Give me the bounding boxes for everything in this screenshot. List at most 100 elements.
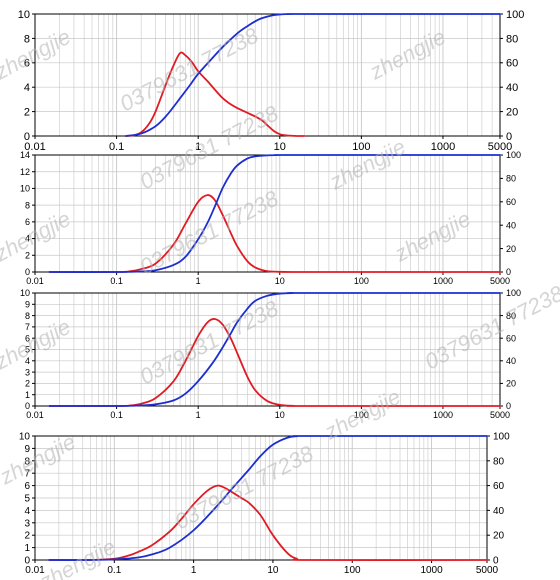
chart-panel-2: 0.01 0.1 1 10 100 1000 50000246810121402040608… xyxy=(20,150,521,286)
cumulative-curve xyxy=(48,435,488,561)
chart-panel-3: 0.01 0.1 1 10 100 1000 50000123456789100204060… xyxy=(20,288,521,420)
y-left-tick-label: 3 xyxy=(25,367,30,377)
cumulative-curve xyxy=(48,154,501,273)
y-right-tick-label: 60 xyxy=(506,197,516,207)
y-left-tick-label: 3 xyxy=(24,518,30,529)
y-left-tick-label: 8 xyxy=(24,456,30,467)
x-tick-label: 1000 xyxy=(433,276,453,286)
x-tick-label: 100 xyxy=(354,410,369,420)
x-tick-label: 10 xyxy=(267,565,279,576)
x-tick-label: 0.01 xyxy=(24,141,45,153)
distribution-curve xyxy=(48,484,488,561)
y-left-tick-label: 14 xyxy=(20,150,30,160)
y-right-tick-label: 60 xyxy=(506,58,518,70)
x-tick-label: 0.1 xyxy=(110,276,123,286)
y-right-tick-label: 0 xyxy=(493,556,499,567)
x-tick-label: 10 xyxy=(275,410,285,420)
y-left-tick-label: 8 xyxy=(25,200,30,210)
y-left-tick-label: 0 xyxy=(24,131,30,143)
distribution-curve xyxy=(48,318,501,407)
y-right-tick-label: 40 xyxy=(506,220,516,230)
y-left-tick-label: 2 xyxy=(24,106,30,118)
y-left-tick-label: 6 xyxy=(24,58,30,70)
y-left-tick-label: 7 xyxy=(24,469,30,480)
y-right-tick-label: 100 xyxy=(506,9,524,21)
y-left-tick-label: 4 xyxy=(25,356,30,366)
y-right-tick-label: 80 xyxy=(506,33,518,45)
y-left-tick-label: 8 xyxy=(24,33,30,45)
y-right-tick-label: 60 xyxy=(506,333,516,343)
x-tick-label: 100 xyxy=(344,565,361,576)
y-right-tick-label: 60 xyxy=(493,481,505,492)
y-right-tick-label: 40 xyxy=(506,356,516,366)
y-right-tick-label: 20 xyxy=(506,244,516,254)
y-left-tick-label: 6 xyxy=(25,333,30,343)
y-left-tick-label: 10 xyxy=(18,9,30,21)
y-left-tick-label: 4 xyxy=(24,82,30,94)
y-left-tick-label: 9 xyxy=(24,444,30,455)
y-right-tick-label: 80 xyxy=(493,456,505,467)
x-tick-label: 0.01 xyxy=(26,276,44,286)
y-right-tick-label: 0 xyxy=(506,401,511,411)
y-left-tick-label: 2 xyxy=(25,250,30,260)
cumulative-curve xyxy=(124,13,501,137)
x-tick-label: 5000 xyxy=(490,410,510,420)
y-right-tick-label: 0 xyxy=(506,131,512,143)
x-tick-label: 0.01 xyxy=(25,565,45,576)
y-left-tick-label: 6 xyxy=(24,481,30,492)
y-left-tick-label: 10 xyxy=(19,432,31,443)
distribution-curve xyxy=(48,194,501,273)
y-left-tick-label: 0 xyxy=(25,401,30,411)
y-left-tick-label: 10 xyxy=(20,288,30,298)
y-left-tick-label: 5 xyxy=(25,345,30,355)
y-left-tick-label: 4 xyxy=(25,234,30,244)
y-right-tick-label: 20 xyxy=(493,531,505,542)
y-left-tick-label: 4 xyxy=(24,506,30,517)
x-tick-label: 0.1 xyxy=(110,410,123,420)
y-left-tick-label: 2 xyxy=(24,531,30,542)
x-tick-label: 1000 xyxy=(431,141,455,153)
x-tick-label: 1 xyxy=(196,410,201,420)
y-right-tick-label: 20 xyxy=(506,106,518,118)
y-left-tick-label: 12 xyxy=(20,167,30,177)
x-tick-label: 0.01 xyxy=(26,410,44,420)
chart-panel-4: 0.01 0.1 1 10 100 1000 50000123456789100204060… xyxy=(19,432,510,577)
y-right-tick-label: 40 xyxy=(506,82,518,94)
y-right-tick-label: 40 xyxy=(493,506,505,517)
y-right-tick-label: 100 xyxy=(506,150,521,160)
y-left-tick-label: 9 xyxy=(25,299,30,309)
y-right-tick-label: 80 xyxy=(506,311,516,321)
x-tick-label: 10 xyxy=(275,276,285,286)
y-left-tick-label: 0 xyxy=(25,267,30,277)
y-left-tick-label: 2 xyxy=(25,379,30,389)
x-tick-label: 1000 xyxy=(433,410,453,420)
y-left-tick-label: 10 xyxy=(20,184,30,194)
y-right-tick-label: 80 xyxy=(506,174,516,184)
x-tick-label: 1 xyxy=(195,141,201,153)
x-tick-label: 5000 xyxy=(490,276,510,286)
x-tick-label: 5000 xyxy=(476,565,499,576)
y-left-tick-label: 5 xyxy=(24,494,30,505)
x-tick-label: 1000 xyxy=(420,565,443,576)
x-tick-label: 0.1 xyxy=(109,141,124,153)
y-right-tick-label: 100 xyxy=(506,288,521,298)
y-right-tick-label: 20 xyxy=(506,379,516,389)
y-left-tick-label: 1 xyxy=(24,543,30,554)
plot-frame xyxy=(34,13,501,137)
x-tick-label: 100 xyxy=(352,141,370,153)
x-tick-label: 100 xyxy=(354,276,369,286)
x-tick-label: 10 xyxy=(274,141,286,153)
y-left-tick-label: 6 xyxy=(25,217,30,227)
y-left-tick-label: 7 xyxy=(25,322,30,332)
y-left-tick-label: 8 xyxy=(25,311,30,321)
distribution-curve xyxy=(124,51,306,137)
x-tick-label: 1 xyxy=(191,565,197,576)
y-right-tick-label: 0 xyxy=(506,267,511,277)
y-right-tick-label: 100 xyxy=(493,432,510,443)
x-tick-label: 5000 xyxy=(488,141,512,153)
y-left-tick-label: 0 xyxy=(24,556,30,567)
y-left-tick-label: 1 xyxy=(25,390,30,400)
x-tick-label: 1 xyxy=(196,276,201,286)
